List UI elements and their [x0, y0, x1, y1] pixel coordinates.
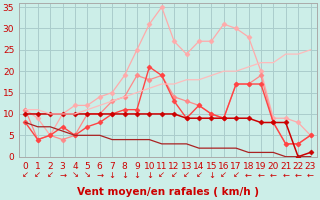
Text: ↙: ↙: [34, 171, 41, 180]
Text: ↙: ↙: [220, 171, 227, 180]
Text: ↙: ↙: [158, 171, 165, 180]
Text: ↙: ↙: [47, 171, 54, 180]
Text: ↓: ↓: [108, 171, 116, 180]
Text: ←: ←: [270, 171, 277, 180]
Text: ←: ←: [295, 171, 302, 180]
Text: ←: ←: [282, 171, 289, 180]
Text: ↓: ↓: [208, 171, 215, 180]
X-axis label: Vent moyen/en rafales ( km/h ): Vent moyen/en rafales ( km/h ): [77, 187, 259, 197]
Text: ↙: ↙: [171, 171, 178, 180]
Text: ←: ←: [307, 171, 314, 180]
Text: ↙: ↙: [22, 171, 29, 180]
Text: ↓: ↓: [146, 171, 153, 180]
Text: ↙: ↙: [233, 171, 240, 180]
Text: ↘: ↘: [84, 171, 91, 180]
Text: ↘: ↘: [71, 171, 78, 180]
Text: ←: ←: [257, 171, 264, 180]
Text: ↙: ↙: [196, 171, 203, 180]
Text: ←: ←: [245, 171, 252, 180]
Text: →: →: [96, 171, 103, 180]
Text: ↓: ↓: [133, 171, 140, 180]
Text: →: →: [59, 171, 66, 180]
Text: ↙: ↙: [183, 171, 190, 180]
Text: ↓: ↓: [121, 171, 128, 180]
